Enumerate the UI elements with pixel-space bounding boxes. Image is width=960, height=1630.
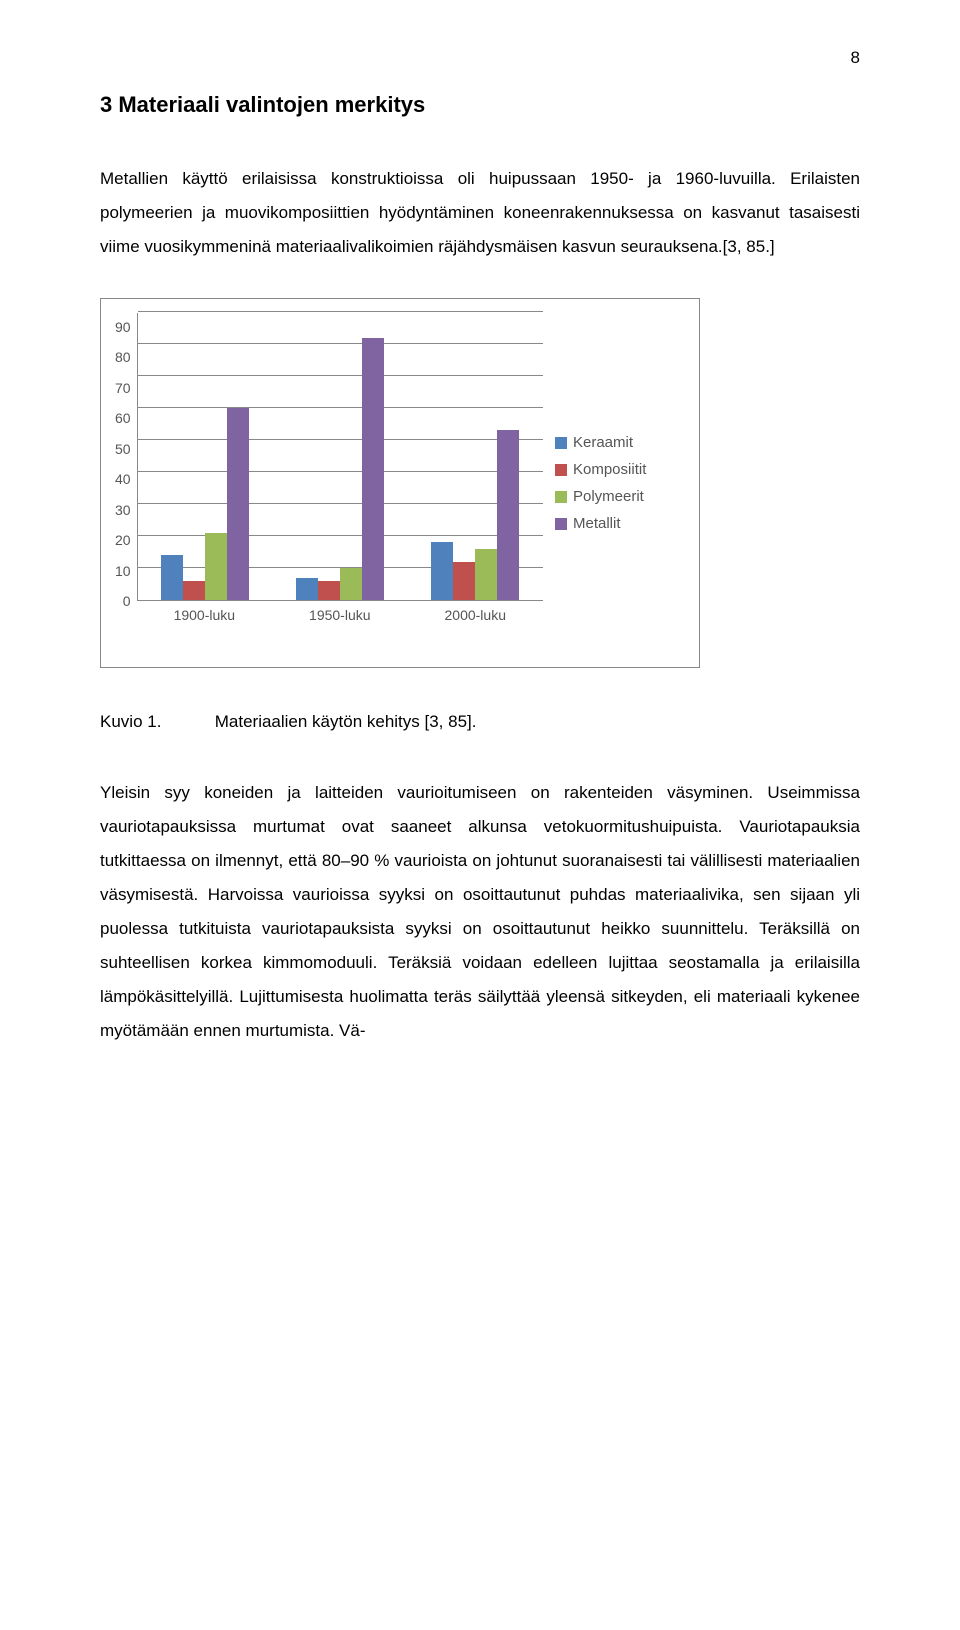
chart-x-labels: 1900-luku 1950-luku 2000-luku (137, 601, 543, 623)
y-tick-label: 80 (115, 350, 131, 364)
bar-group (296, 338, 384, 600)
gridline (138, 311, 543, 312)
bar-group (431, 430, 519, 600)
y-tick-label: 60 (115, 411, 131, 425)
y-tick-label: 0 (123, 594, 131, 608)
chart-y-axis: 9080706050403020100 (115, 313, 137, 601)
x-tick-label: 1950-luku (309, 607, 371, 623)
y-tick-label: 10 (115, 564, 131, 578)
page-number: 8 (100, 48, 860, 68)
x-tick-label: 1900-luku (174, 607, 236, 623)
bar (183, 581, 205, 600)
bar (340, 568, 362, 600)
legend-swatch (555, 464, 567, 476)
chart-caption: Kuvio 1. Materiaalien käytön kehitys [3,… (100, 712, 860, 732)
bar (431, 542, 453, 600)
chart-main: 90 80 70 60 50 40 30 20 10 0 1900-luku 1950-luku 20… (115, 313, 543, 653)
y-tick-label: 20 (115, 533, 131, 547)
legend-label: Keraamit (573, 434, 633, 451)
legend-swatch (555, 437, 567, 449)
y-tick-label: 70 (115, 381, 131, 395)
y-tick-label: 40 (115, 472, 131, 486)
legend-item: Metallit (555, 515, 685, 532)
bar (296, 578, 318, 600)
y-tick-label: 90 (115, 320, 131, 334)
legend-swatch (555, 518, 567, 530)
legend-label: Polymeerit (573, 488, 644, 505)
bar (362, 338, 384, 600)
y-tick-label: 50 (115, 442, 131, 456)
bar (475, 549, 497, 600)
chart-plot-column: 1900-luku 1950-luku 2000-luku (137, 313, 543, 653)
intro-paragraph: Metallien käyttö erilaisissa konstruktio… (100, 162, 860, 264)
bar (161, 555, 183, 600)
bar (205, 533, 227, 600)
body-paragraph: Yleisin syy koneiden ja laitteiden vauri… (100, 776, 860, 1048)
bar (318, 581, 340, 600)
y-tick-label: 30 (115, 503, 131, 517)
x-tick-label: 2000-luku (445, 607, 507, 623)
materials-chart: 90 80 70 60 50 40 30 20 10 0 1900-luku 1950-luku 20… (100, 298, 700, 668)
legend-item: Komposiitit (555, 461, 685, 478)
legend-item: Keraamit (555, 434, 685, 451)
legend-item: Polymeerit (555, 488, 685, 505)
bar (497, 430, 519, 600)
bar (453, 562, 475, 600)
chart-legend: Keraamit Komposiitit Polymeerit Metallit (543, 313, 685, 653)
chart-bar-groups (138, 313, 543, 600)
bar (227, 408, 249, 600)
legend-label: Metallit (573, 515, 621, 532)
caption-label: Kuvio 1. (100, 712, 210, 732)
legend-label: Komposiitit (573, 461, 646, 478)
chart-plot-area (137, 313, 543, 601)
bar-group (161, 408, 249, 600)
section-heading: 3 Materiaali valintojen merkitys (100, 92, 860, 118)
caption-text: Materiaalien käytön kehitys [3, 85]. (215, 712, 477, 731)
legend-swatch (555, 491, 567, 503)
